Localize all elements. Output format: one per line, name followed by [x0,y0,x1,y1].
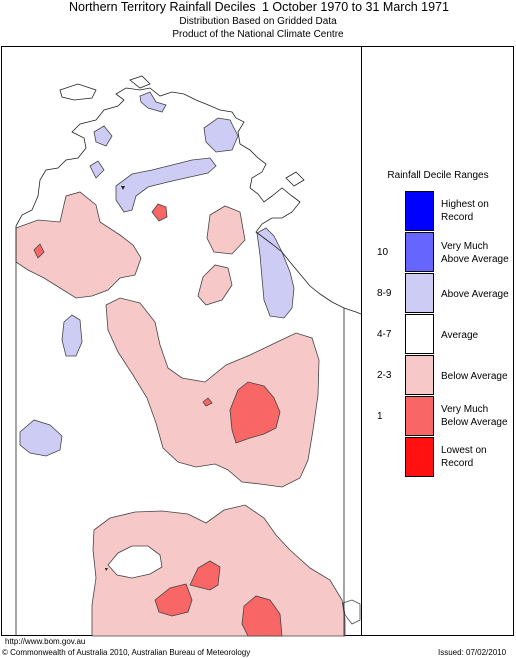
legend-label-highest-line1: Highest on [441,199,489,210]
legend-decile-very-much-above: 10 [377,247,389,258]
footer-copyright: © Commonwealth of Australia 2010, Austra… [2,648,251,657]
island-outline-a [59,83,97,101]
region-very-much-below-west [33,243,45,259]
legend-label-lowest-line2: Record [441,458,474,469]
legend-title: Rainfall Decile Ranges [387,170,489,181]
legend-decile-above: 8-9 [377,288,392,299]
legend-label-below: Below Average [441,371,508,382]
legend-swatch-highest [405,191,434,231]
legend-swatch-above [405,273,434,313]
legend-swatch-below [405,355,434,395]
footer-url[interactable]: http://www.bom.gov.au [5,637,86,646]
legend-label-very-much-above-line2: Above Average [441,254,509,265]
map-marker-west [121,186,125,190]
title-period: 1 October 1970 to 31 March 1971 [262,0,449,14]
legend-label-very-much-above-line1: Very Much [441,241,489,252]
legend-decile-very-much-below: 1 [377,411,383,422]
region-very-much-below-south-b [154,583,193,617]
map-title: Northern Territory Rainfall Deciles 1 Oc… [0,0,516,14]
region-above-average-north-left [93,125,113,147]
region-above-average-northwest [89,160,105,179]
legend-swatch-lowest [405,437,434,477]
region-very-much-below-south-a [189,560,221,591]
subtitle-distribution: Distribution Based on Gridded Data [179,16,337,27]
legend-label-above: Above Average [441,289,509,300]
legend-label-very-much-below-line1: Very Much [441,404,489,415]
region-above-average-southwest [61,314,83,357]
region-above-average-north-right [203,117,239,153]
region-above-average-north-tip [139,91,167,113]
region-average-south-edge [342,599,361,625]
legend-label-very-much-above: Very Much Above Average [441,240,509,266]
region-very-much-below-south-c [241,595,283,637]
region-average-south-hole [107,545,163,579]
region-above-average-east [256,227,295,319]
region-below-average-west [15,191,142,299]
region-very-much-below-central [229,381,281,444]
region-above-average-far-west [19,419,63,457]
legend-swatch-very-much-below [405,396,434,436]
coastline-north [15,87,362,315]
subtitle-product: Product of the National Climate Centre [172,29,344,40]
legend-swatch-average [405,314,434,354]
map-marker-south [105,568,108,571]
region-below-average-central [105,297,320,488]
region-above-average-band [115,157,217,213]
legend-divider [361,46,362,636]
legend-label-lowest-line1: Lowest on [441,445,487,456]
legend-label-highest-line2: Record [441,212,474,223]
legend-label-very-much-below-line2: Below Average [441,417,508,428]
legend-decile-average: 4-7 [377,329,392,340]
title-text: Northern Territory Rainfall Deciles [69,0,256,14]
island-outline-b [129,75,151,89]
island-outline-c [285,171,305,187]
legend-label-lowest: Lowest on Record [441,444,487,470]
region-below-average-small [197,264,233,306]
region-below-average-central-north [206,205,246,255]
legend-decile-below: 2-3 [377,370,392,381]
legend-label-highest: Highest on Record [441,198,489,224]
region-very-much-below-spot [202,397,213,407]
legend-swatch-very-much-above [405,232,434,272]
region-very-much-below-north [151,203,168,222]
legend-label-average: Average [441,330,479,341]
footer-issued-date: Issued: 07/02/2010 [438,648,507,657]
legend-label-very-much-below: Very Much Below Average [441,403,508,429]
